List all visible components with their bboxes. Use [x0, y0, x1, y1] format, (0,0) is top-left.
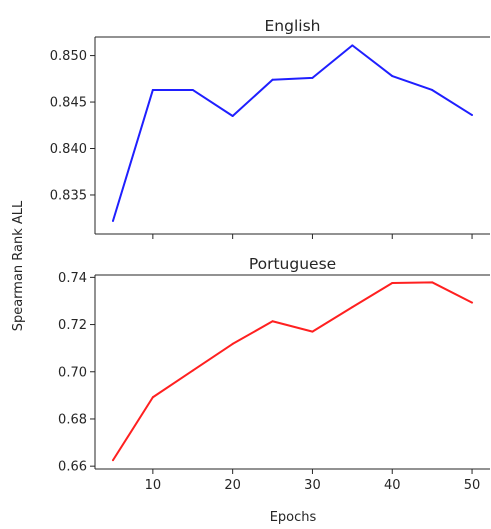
- data-point: [151, 88, 154, 91]
- panel-title: Portuguese: [249, 255, 336, 273]
- y-tick-label: 0.72: [58, 318, 87, 333]
- y-tick-label: 0.70: [58, 365, 87, 380]
- x-tick-label: 10: [145, 478, 162, 493]
- series-line: [111, 44, 473, 222]
- y-tick-label: 0.840: [50, 142, 87, 157]
- data-point: [471, 114, 474, 117]
- y-tick-label: 0.850: [50, 49, 87, 64]
- y-tick-label: 0.835: [50, 188, 87, 203]
- x-tick-label: 20: [224, 478, 241, 493]
- data-point: [311, 76, 314, 79]
- panel-1: Portuguese 0.66 0.68 0.70 0.72 0.74 10 20 30 40 50: [58, 255, 490, 493]
- data-point: [311, 330, 314, 333]
- data-point: [271, 78, 274, 81]
- data-point: [191, 88, 194, 91]
- panel-0: English 0.835 0.840 0.845 0.850: [50, 17, 490, 239]
- data-point: [471, 301, 474, 304]
- y-tick-label: 0.68: [58, 412, 87, 427]
- y-tick-label: 0.66: [58, 460, 87, 475]
- data-point: [271, 320, 274, 323]
- x-tick-label: 40: [384, 478, 401, 493]
- y-axis-label: Spearman Rank ALL: [11, 200, 26, 331]
- panel-title: English: [265, 17, 321, 35]
- data-point: [231, 114, 234, 117]
- y-tick-label: 0.845: [50, 96, 87, 111]
- data-point: [351, 306, 354, 309]
- data-point: [151, 396, 154, 399]
- y-tick-label: 0.74: [58, 271, 87, 286]
- data-point: [231, 342, 234, 345]
- data-point: [111, 219, 114, 222]
- x-axis-label: Epochs: [270, 510, 317, 525]
- data-point: [391, 75, 394, 78]
- data-point: [391, 282, 394, 285]
- x-tick-label: 50: [464, 478, 481, 493]
- data-point: [111, 459, 114, 462]
- data-point: [431, 281, 434, 284]
- data-point: [191, 369, 194, 372]
- data-point: [351, 44, 354, 47]
- series-line: [112, 281, 473, 461]
- x-tick-label: 30: [304, 478, 321, 493]
- data-point: [431, 88, 434, 91]
